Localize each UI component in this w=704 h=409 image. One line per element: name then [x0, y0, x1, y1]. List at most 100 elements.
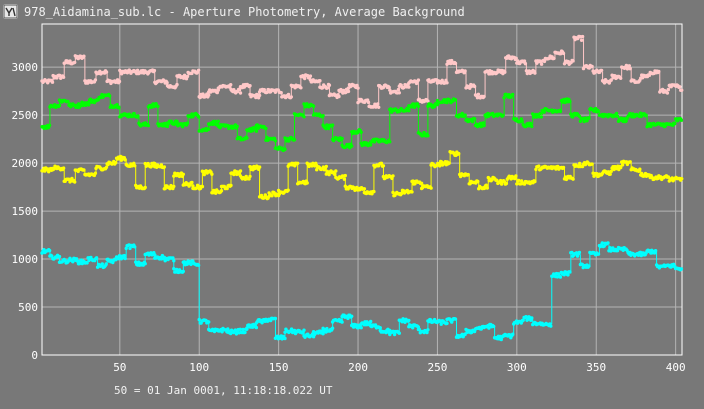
- data-point: [225, 186, 229, 191]
- data-point: [135, 68, 140, 73]
- data-point: [302, 328, 306, 332]
- data-point: [524, 124, 528, 129]
- data-point: [355, 83, 359, 88]
- data-point: [122, 253, 127, 258]
- data-point: [485, 186, 489, 190]
- data-point: [175, 119, 179, 124]
- data-point: [566, 273, 570, 277]
- y-tick-label: 2500: [12, 109, 39, 122]
- data-point: [243, 330, 247, 335]
- data-point: [50, 254, 54, 258]
- x-tick-label: 50: [113, 361, 126, 374]
- data-point: [460, 111, 464, 116]
- data-point: [254, 95, 258, 100]
- data-point: [397, 91, 401, 95]
- data-point: [124, 246, 128, 251]
- data-point: [299, 86, 303, 90]
- data-point: [123, 256, 127, 261]
- data-point: [521, 318, 525, 322]
- data-point: [196, 68, 201, 73]
- data-point: [359, 326, 363, 330]
- data-point: [289, 95, 293, 99]
- data-point: [346, 316, 350, 321]
- data-point: [128, 246, 132, 251]
- data-point: [599, 68, 604, 73]
- data-point: [235, 124, 239, 129]
- data-point: [346, 89, 351, 94]
- data-point: [391, 174, 395, 178]
- data-point: [628, 160, 632, 164]
- data-point: [377, 105, 381, 110]
- data-point: [273, 316, 278, 321]
- data-point: [238, 91, 243, 95]
- data-point: [530, 124, 534, 129]
- data-point: [292, 138, 297, 142]
- data-point: [146, 123, 151, 128]
- data-point: [327, 172, 331, 177]
- data-point: [115, 103, 119, 107]
- data-point: [283, 336, 287, 341]
- data-point: [379, 161, 384, 165]
- data-point: [57, 254, 62, 259]
- y-tick-label: 3000: [12, 61, 39, 74]
- data-point: [513, 176, 517, 181]
- data-point: [327, 126, 331, 131]
- app-icon: [3, 4, 18, 19]
- x-tick-label: 350: [586, 361, 606, 374]
- data-point: [487, 326, 491, 330]
- data-point: [476, 92, 481, 97]
- data-point: [296, 161, 300, 165]
- data-point: [257, 165, 262, 169]
- data-point: [372, 140, 377, 144]
- data-point: [47, 248, 52, 253]
- x-tick-label: 150: [269, 361, 289, 374]
- data-point: [238, 169, 243, 173]
- data-point: [534, 167, 538, 172]
- data-point: [570, 250, 574, 255]
- data-point: [324, 164, 328, 169]
- x-tick-label: 400: [666, 361, 686, 374]
- y-tick-label: 2000: [12, 157, 39, 170]
- data-point: [152, 68, 157, 73]
- data-point: [327, 83, 332, 87]
- data-point: [172, 267, 176, 271]
- data-point: [369, 319, 373, 324]
- data-point: [93, 78, 98, 82]
- data-point: [87, 258, 91, 263]
- data-point: [680, 88, 684, 92]
- data-point: [595, 172, 599, 176]
- data-point: [302, 115, 306, 119]
- data-point: [542, 110, 546, 114]
- data-point: [61, 75, 66, 80]
- data-point: [680, 177, 684, 181]
- data-point: [340, 320, 344, 324]
- data-point: [100, 262, 105, 266]
- data-point: [254, 129, 259, 133]
- data-point: [340, 136, 344, 141]
- data-point: [517, 178, 521, 183]
- data-point: [265, 90, 269, 94]
- data-point: [325, 86, 330, 90]
- data-point: [537, 164, 541, 168]
- data-point: [529, 122, 533, 126]
- data-point: [422, 130, 426, 135]
- data-point: [388, 140, 392, 144]
- data-point: [391, 190, 395, 195]
- data-point: [580, 262, 584, 267]
- data-point: [163, 186, 167, 191]
- data-point: [369, 143, 373, 147]
- data-point: [539, 115, 543, 119]
- data-point: [321, 332, 325, 336]
- data-point: [108, 94, 112, 98]
- data-point: [245, 326, 249, 330]
- data-point: [407, 109, 411, 113]
- data-point: [305, 181, 309, 185]
- data-point: [366, 100, 371, 105]
- series-2: [40, 150, 684, 201]
- data-point: [181, 172, 185, 176]
- window-title: 978_Aidamina_sub.lc - Aperture Photometr…: [24, 5, 465, 19]
- data-point: [308, 74, 313, 78]
- data-point: [432, 104, 437, 109]
- data-point: [416, 78, 421, 82]
